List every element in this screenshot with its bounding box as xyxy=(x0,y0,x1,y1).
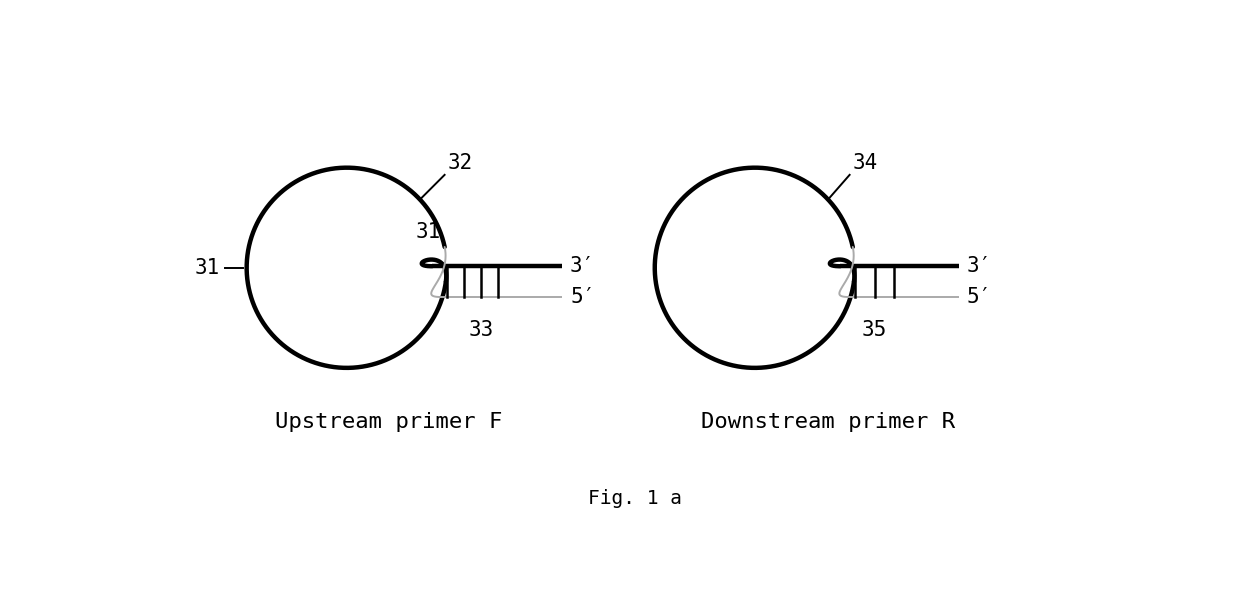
Text: 31: 31 xyxy=(415,221,440,241)
Text: 32: 32 xyxy=(448,153,472,173)
Text: 3′: 3′ xyxy=(570,256,595,276)
Text: 5′: 5′ xyxy=(967,287,992,307)
Text: 33: 33 xyxy=(469,320,494,340)
Text: 31: 31 xyxy=(195,258,219,278)
Text: 3′: 3′ xyxy=(967,256,992,276)
Text: Upstream primer F: Upstream primer F xyxy=(275,412,502,432)
Text: Downstream primer R: Downstream primer R xyxy=(701,412,955,432)
Text: 34: 34 xyxy=(853,153,878,173)
Text: Fig. 1 a: Fig. 1 a xyxy=(589,489,682,508)
Text: 5′: 5′ xyxy=(570,287,595,307)
Text: 35: 35 xyxy=(862,320,887,340)
